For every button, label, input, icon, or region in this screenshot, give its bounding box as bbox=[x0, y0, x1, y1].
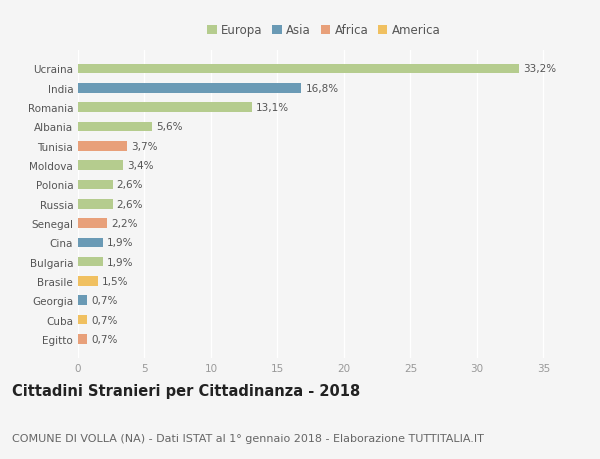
Bar bbox=[78, 257, 103, 267]
Bar bbox=[78, 180, 113, 190]
Text: 2,6%: 2,6% bbox=[116, 180, 143, 190]
Legend: Europa, Asia, Africa, America: Europa, Asia, Africa, America bbox=[202, 19, 446, 42]
Bar bbox=[78, 64, 520, 74]
Text: 3,4%: 3,4% bbox=[127, 161, 154, 171]
Bar bbox=[78, 296, 88, 306]
Bar bbox=[78, 315, 88, 325]
Bar bbox=[78, 238, 103, 248]
Text: 0,7%: 0,7% bbox=[91, 296, 118, 306]
Text: 1,9%: 1,9% bbox=[107, 257, 134, 267]
Bar bbox=[78, 103, 252, 112]
Text: 2,6%: 2,6% bbox=[116, 199, 143, 209]
Bar bbox=[78, 335, 88, 344]
Text: 0,7%: 0,7% bbox=[91, 334, 118, 344]
Text: 13,1%: 13,1% bbox=[256, 103, 289, 113]
Text: 3,7%: 3,7% bbox=[131, 141, 158, 151]
Text: 33,2%: 33,2% bbox=[523, 64, 557, 74]
Bar bbox=[78, 141, 127, 151]
Bar bbox=[78, 161, 123, 170]
Text: 1,9%: 1,9% bbox=[107, 238, 134, 248]
Bar bbox=[78, 277, 98, 286]
Text: 0,7%: 0,7% bbox=[91, 315, 118, 325]
Bar bbox=[78, 122, 152, 132]
Bar bbox=[78, 84, 301, 93]
Text: COMUNE DI VOLLA (NA) - Dati ISTAT al 1° gennaio 2018 - Elaborazione TUTTITALIA.I: COMUNE DI VOLLA (NA) - Dati ISTAT al 1° … bbox=[12, 433, 484, 442]
Text: 16,8%: 16,8% bbox=[305, 84, 338, 94]
Bar bbox=[78, 199, 113, 209]
Text: 5,6%: 5,6% bbox=[157, 122, 183, 132]
Bar bbox=[78, 219, 107, 229]
Text: 2,2%: 2,2% bbox=[111, 218, 138, 229]
Text: 1,5%: 1,5% bbox=[102, 276, 128, 286]
Text: Cittadini Stranieri per Cittadinanza - 2018: Cittadini Stranieri per Cittadinanza - 2… bbox=[12, 383, 360, 398]
